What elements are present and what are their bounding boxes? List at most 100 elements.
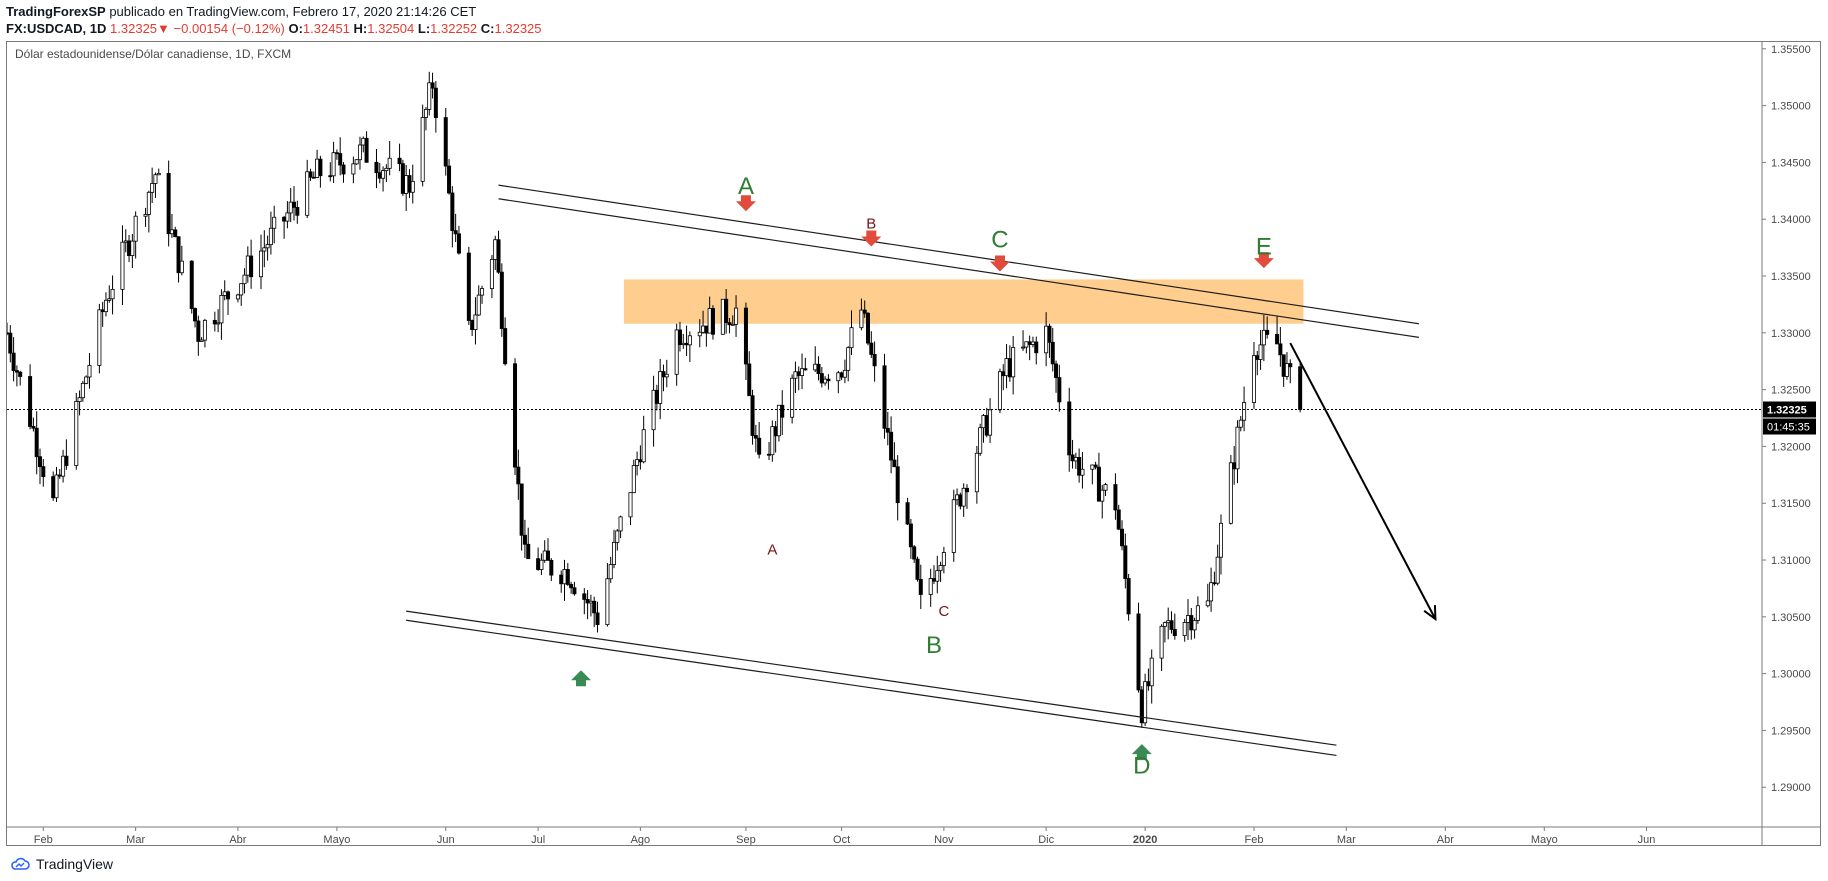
candle-down	[964, 487, 969, 493]
candle-up	[130, 240, 135, 256]
candle-down	[1169, 620, 1174, 630]
candle-down	[536, 558, 541, 570]
candle-up	[288, 201, 293, 214]
trendline	[498, 184, 1420, 325]
candle-up	[54, 474, 59, 499]
candle-down	[710, 308, 715, 335]
candle-up	[849, 327, 854, 349]
candle-up	[331, 152, 336, 177]
candle-down	[496, 239, 501, 273]
candle-down	[503, 328, 508, 365]
chart-panel[interactable]: 1.35500 1.35000 1.34500 1.34000 1.33500 1.330…	[6, 41, 1821, 846]
candle-up	[1284, 363, 1289, 377]
candle-down	[958, 494, 963, 507]
x-tick-label: Feb	[34, 834, 53, 845]
candle-down	[862, 309, 867, 314]
candle-down	[1070, 454, 1075, 462]
candle-up	[1209, 582, 1214, 602]
candle-down	[334, 152, 339, 155]
candle-up	[635, 459, 640, 466]
close-label: C:	[480, 21, 495, 36]
candle-down	[826, 378, 831, 382]
candle-up	[146, 191, 151, 215]
candle-down	[1001, 371, 1006, 377]
candle-up	[143, 214, 148, 217]
candle-up	[285, 212, 290, 222]
up-arrow-icon	[1131, 744, 1152, 761]
candle-down	[34, 427, 39, 458]
candle-up	[61, 455, 66, 477]
candle-down	[57, 474, 62, 477]
x-tick-label: Mayo	[1531, 834, 1558, 845]
candle-up	[169, 229, 174, 235]
candle-up	[938, 565, 943, 572]
candle-up	[351, 163, 356, 175]
candle-up	[1242, 402, 1247, 421]
candle-up	[1004, 358, 1009, 377]
candle-up	[823, 378, 828, 384]
candle-down	[549, 559, 554, 576]
candle-down	[308, 171, 313, 178]
y-tick-label: 1.31500	[1771, 498, 1811, 510]
candle-down	[595, 612, 600, 626]
candle-down	[885, 427, 890, 433]
price-chart[interactable]: 1.35500 1.35000 1.34500 1.34000 1.33500 1.330…	[7, 42, 1820, 845]
candle-down	[816, 363, 821, 374]
candle-down	[522, 534, 527, 545]
candle-down	[915, 558, 920, 580]
candle-down	[1027, 341, 1032, 345]
x-tick-label: Abr	[229, 834, 246, 845]
candle-up	[800, 368, 805, 376]
candle-down	[872, 354, 877, 367]
candle-up	[202, 319, 207, 341]
candle-down	[565, 569, 570, 585]
candle-up	[588, 600, 593, 604]
candle-down	[984, 415, 989, 436]
candle-down	[905, 502, 910, 525]
candle-up	[1143, 681, 1148, 724]
candle-up	[1228, 462, 1233, 524]
candle-down	[37, 456, 42, 468]
candle-up	[410, 180, 415, 193]
candle-down	[456, 233, 461, 254]
y-tick-label: 1.35000	[1771, 101, 1811, 113]
candle-down	[292, 201, 297, 208]
candle-up	[615, 530, 620, 543]
candle-up	[1100, 489, 1105, 502]
candle-up	[239, 283, 244, 296]
candle-down	[176, 236, 181, 274]
candle-down	[1298, 366, 1303, 410]
candle-down	[727, 322, 732, 326]
candle-down	[127, 240, 132, 256]
y-tick-label: 1.32000	[1771, 441, 1811, 453]
candle-up	[1159, 625, 1164, 659]
candle-up	[997, 371, 1002, 411]
x-tick-label: Feb	[1244, 834, 1263, 845]
candle-down	[1007, 358, 1012, 378]
last-price-badge-text: 1.32325	[1767, 405, 1807, 417]
last-price: 1.32325	[110, 21, 158, 36]
x-tick-label: 2020	[1133, 834, 1157, 845]
candle-down	[931, 578, 936, 582]
footer-brand[interactable]: TradingView	[36, 856, 114, 872]
candle-down	[1047, 325, 1052, 343]
candle-up	[1073, 456, 1078, 462]
wave-label: D	[1133, 753, 1150, 780]
candle-up	[664, 373, 669, 378]
candle-down	[1281, 354, 1286, 377]
candle-down	[226, 291, 231, 300]
down-arrow-icon	[861, 230, 882, 247]
candle-up	[107, 298, 112, 301]
y-tick-label: 1.32500	[1771, 385, 1811, 397]
candle-down	[753, 435, 758, 439]
candle-up	[1261, 329, 1266, 346]
candle-down	[295, 206, 300, 216]
candle-up	[770, 426, 775, 456]
candles	[7, 71, 1303, 728]
candle-up	[265, 244, 270, 249]
candle-up	[1235, 426, 1240, 470]
author-name[interactable]: TradingForexSP	[6, 4, 106, 19]
candle-down	[212, 319, 217, 325]
candle-up	[859, 309, 864, 329]
candle-down	[559, 574, 564, 585]
